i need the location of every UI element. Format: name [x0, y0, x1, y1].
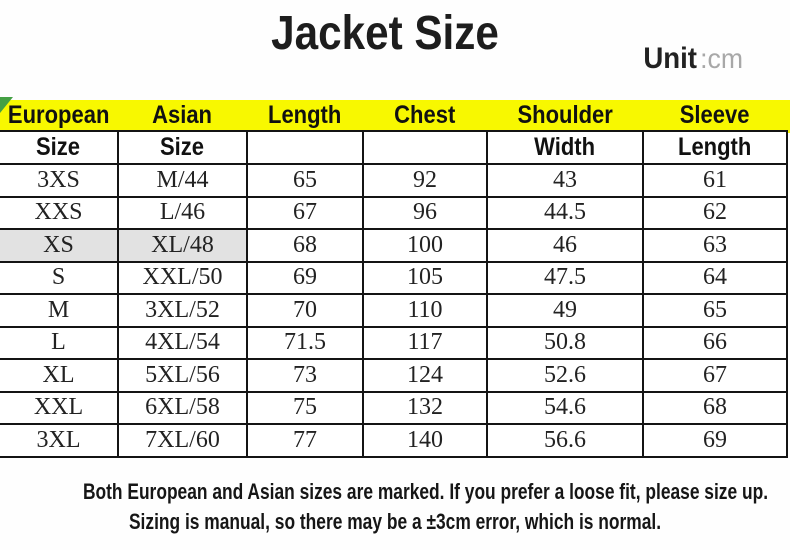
column-header-european: European: [0, 100, 118, 132]
table-cell: 67: [246, 195, 364, 230]
table-cell: 117: [362, 325, 488, 360]
table-cell: 54.6: [486, 390, 644, 425]
table-cell: 92: [362, 163, 488, 198]
column-subheader-size: Size: [0, 130, 119, 165]
size-table-body: 3XS M/44 65 92 43 61 XXS L/46 67 96 44.5 62 XS XL/48 6…: [0, 163, 788, 458]
table-cell: 71.5: [246, 325, 364, 360]
column-header-length: Length: [247, 100, 363, 132]
table-row: XXL 6XL/58 75 132 54.6 68: [0, 390, 788, 425]
table-row: 3XS M/44 65 92 43 61: [0, 163, 788, 198]
table-cell: L/46: [117, 195, 248, 230]
table-cell: 56.6: [486, 423, 644, 458]
table-cell: 44.5: [486, 195, 644, 230]
column-subheader-empty: [246, 130, 364, 165]
note-line-1: Both European and Asian sizes are marked…: [82, 479, 769, 504]
table-row: S XXL/50 69 105 47.5 64: [0, 260, 788, 295]
header-row-1: European Asian Length Chest Shoulder Sle…: [0, 100, 787, 132]
table-cell: M/44: [117, 163, 248, 198]
table-cell: 63: [642, 228, 788, 263]
table-cell: M: [0, 293, 119, 328]
unit-label: Unit: [642, 42, 697, 75]
table-row: 3XL 7XL/60 77 140 56.6 69: [0, 423, 788, 458]
table-cell: 69: [642, 423, 788, 458]
table-row: L 4XL/54 71.5 117 50.8 66: [0, 325, 788, 360]
table-cell: XXL/50: [117, 260, 248, 295]
column-subheader-length: Length: [642, 130, 788, 165]
table-cell: 62: [642, 195, 788, 230]
table-cell: 100: [362, 228, 488, 263]
table-cell: 3XL: [0, 423, 119, 458]
table-cell: 4XL/54: [117, 325, 248, 360]
table-cell: S: [0, 260, 119, 295]
column-subheader-width: Width: [486, 130, 644, 165]
table-cell: 105: [362, 260, 488, 295]
table-cell: 66: [642, 325, 788, 360]
table-cell: XXS: [0, 195, 119, 230]
footnotes: Both European and Asian sizes are marked…: [0, 477, 790, 537]
table-cell: 124: [362, 358, 488, 393]
table-cell: 110: [362, 293, 488, 328]
column-subheader-empty: [362, 130, 488, 165]
column-header-asian: Asian: [118, 100, 247, 132]
table-cell: XL/48: [117, 228, 248, 263]
column-subheader-size: Size: [117, 130, 248, 165]
table-row: M 3XL/52 70 110 49 65: [0, 293, 788, 328]
table-cell: 68: [642, 390, 788, 425]
page-title: Jacket Size: [271, 7, 499, 60]
table-cell: 65: [642, 293, 788, 328]
table-cell: 46: [486, 228, 644, 263]
unit-value: :cm: [700, 43, 743, 74]
table-cell: XS: [0, 228, 119, 263]
column-header-shoulder: Shoulder: [487, 100, 643, 132]
table-cell: L: [0, 325, 119, 360]
table-cell: XL: [0, 358, 119, 393]
column-header-chest: Chest: [363, 100, 487, 132]
table-cell: 61: [642, 163, 788, 198]
table-cell: 140: [362, 423, 488, 458]
table-cell: 68: [246, 228, 364, 263]
table-cell: 65: [246, 163, 364, 198]
table-row: XS XL/48 68 100 46 63: [0, 228, 788, 263]
note-line-2: Sizing is manual, so there may be a ±3cm…: [128, 509, 662, 534]
table-cell: 96: [362, 195, 488, 230]
table-cell: 64: [642, 260, 788, 295]
table-cell: 5XL/56: [117, 358, 248, 393]
table-row: XL 5XL/56 73 124 52.6 67: [0, 358, 788, 393]
table-cell: 43: [486, 163, 644, 198]
table-cell: 3XL/52: [117, 293, 248, 328]
table-cell: 73: [246, 358, 364, 393]
header-row-2: Size Size Width Length: [0, 130, 788, 165]
table-cell: 77: [246, 423, 364, 458]
table-cell: 75: [246, 390, 364, 425]
table-cell: XXL: [0, 390, 119, 425]
table-cell: 50.8: [486, 325, 644, 360]
table-row: XXS L/46 67 96 44.5 62: [0, 195, 788, 230]
table-cell: 132: [362, 390, 488, 425]
table-cell: 67: [642, 358, 788, 393]
table-cell: 7XL/60: [117, 423, 248, 458]
table-cell: 70: [246, 293, 364, 328]
table-cell: 52.6: [486, 358, 644, 393]
table-cell: 69: [246, 260, 364, 295]
unit-indicator: Unit:cm: [641, 42, 744, 76]
column-header-sleeve: Sleeve: [643, 100, 787, 132]
table-cell: 6XL/58: [117, 390, 248, 425]
table-cell: 49: [486, 293, 644, 328]
table-cell: 3XS: [0, 163, 119, 198]
table-cell: 47.5: [486, 260, 644, 295]
size-table: European Asian Length Chest Shoulder Sle…: [0, 100, 788, 458]
